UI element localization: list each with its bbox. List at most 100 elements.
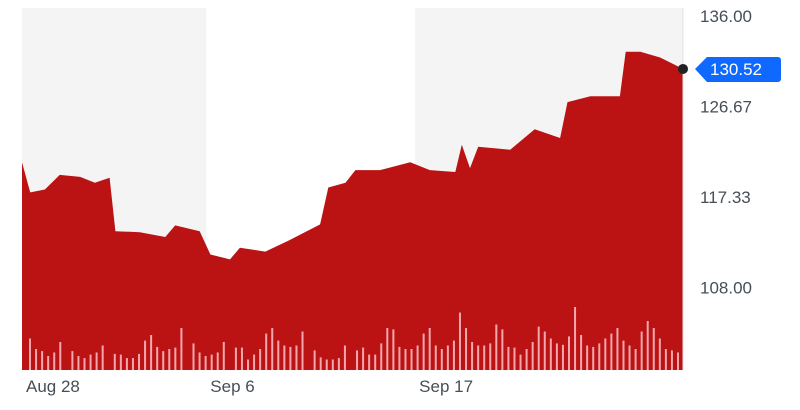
- volume-bar: [204, 356, 207, 370]
- volume-bar: [29, 338, 31, 370]
- volume-bar: [216, 352, 219, 370]
- volume-bar: [658, 338, 661, 370]
- volume-bar: [362, 347, 365, 370]
- volume-bar: [162, 351, 165, 370]
- volume-bar: [374, 354, 377, 370]
- volume-bar: [513, 347, 516, 370]
- volume-bar: [410, 349, 413, 370]
- volume-bar: [670, 350, 673, 370]
- last-price-badge: [695, 56, 781, 82]
- volume-bar: [501, 329, 504, 370]
- volume-bar: [35, 349, 38, 370]
- volume-bar: [440, 349, 443, 370]
- volume-bar: [616, 328, 619, 370]
- volume-bar: [664, 349, 667, 370]
- volume-bar: [283, 345, 286, 370]
- volume-bar: [210, 354, 213, 370]
- volume-bar: [434, 345, 437, 370]
- volume-bar: [156, 346, 159, 370]
- x-tick-label: Aug 28: [26, 377, 80, 396]
- volume-bar: [289, 346, 292, 370]
- volume-bar: [465, 328, 468, 370]
- volume-bar: [398, 346, 401, 370]
- volume-bar: [174, 347, 177, 370]
- volume-bar: [101, 345, 104, 370]
- volume-bar: [458, 312, 461, 370]
- volume-bar: [380, 343, 383, 370]
- volume-bar: [71, 351, 74, 370]
- volume-bar: [537, 326, 540, 370]
- volume-bar: [471, 342, 474, 370]
- volume-bar: [368, 354, 371, 370]
- volume-bar: [507, 346, 510, 370]
- volume-bar: [325, 359, 328, 370]
- volume-bar: [144, 340, 147, 370]
- volume-bar: [446, 345, 449, 370]
- volume-bar: [277, 340, 280, 370]
- volume-bar: [125, 358, 128, 370]
- volume-bar: [549, 338, 552, 370]
- y-tick-label: 108.00: [700, 279, 752, 298]
- volume-bar: [483, 345, 486, 370]
- volume-bar: [41, 351, 44, 370]
- volume-bar: [592, 346, 595, 370]
- volume-bar: [222, 342, 225, 370]
- price-area: [22, 51, 683, 370]
- volume-bar: [337, 358, 340, 370]
- last-price-marker: [678, 63, 688, 74]
- volume-bar: [356, 350, 359, 370]
- volume-bar: [83, 358, 86, 370]
- volume-bar: [452, 340, 455, 370]
- volume-bar: [295, 345, 298, 370]
- volume-bar: [416, 345, 419, 370]
- volume-bar: [138, 353, 141, 370]
- x-tick-label: Sep 17: [419, 377, 473, 396]
- volume-bar: [259, 349, 262, 370]
- y-tick-label: 136.00: [700, 7, 752, 26]
- volume-bar: [652, 328, 655, 370]
- volume-bar: [301, 331, 304, 370]
- volume-bar: [622, 340, 625, 370]
- volume-bar: [240, 347, 243, 370]
- volume-bar: [192, 343, 195, 370]
- volume-bar: [531, 342, 534, 370]
- volume-bar: [495, 324, 498, 370]
- volume-bar: [555, 343, 558, 370]
- volume-bar: [567, 336, 570, 370]
- volume-bar: [265, 333, 268, 370]
- volume-bar: [168, 349, 171, 370]
- volume-bar: [247, 359, 250, 370]
- y-tick-label: 126.67: [700, 97, 752, 116]
- volume-bar: [477, 345, 480, 370]
- volume-bar: [628, 345, 631, 370]
- volume-bar: [428, 328, 431, 370]
- x-tick-label: Sep 6: [210, 377, 254, 396]
- volume-bar: [180, 328, 183, 370]
- volume-bar: [489, 343, 492, 370]
- volume-bar: [646, 321, 649, 370]
- volume-bar: [561, 344, 564, 370]
- volume-bar: [677, 352, 679, 370]
- volume-bar: [271, 328, 274, 370]
- volume-bar: [519, 354, 522, 370]
- volume-bar: [574, 307, 577, 370]
- volume-bar: [404, 349, 407, 370]
- volume-bar: [198, 352, 201, 370]
- volume-bar: [47, 356, 50, 370]
- volume-bar: [604, 338, 607, 370]
- volume-bar: [610, 333, 613, 370]
- volume-bar: [392, 329, 395, 370]
- volume-bar: [543, 331, 546, 370]
- last-price-label: 130.52: [710, 60, 762, 79]
- volume-bar: [319, 357, 322, 370]
- volume-bar: [386, 328, 389, 370]
- volume-bar: [634, 349, 637, 370]
- volume-bar: [95, 352, 98, 370]
- volume-bar: [640, 331, 643, 370]
- volume-bar: [253, 354, 256, 370]
- volume-bar: [234, 347, 237, 370]
- volume-bar: [113, 353, 116, 370]
- volume-bar: [119, 354, 122, 370]
- volume-bar: [150, 335, 153, 370]
- volume-bar: [525, 349, 528, 370]
